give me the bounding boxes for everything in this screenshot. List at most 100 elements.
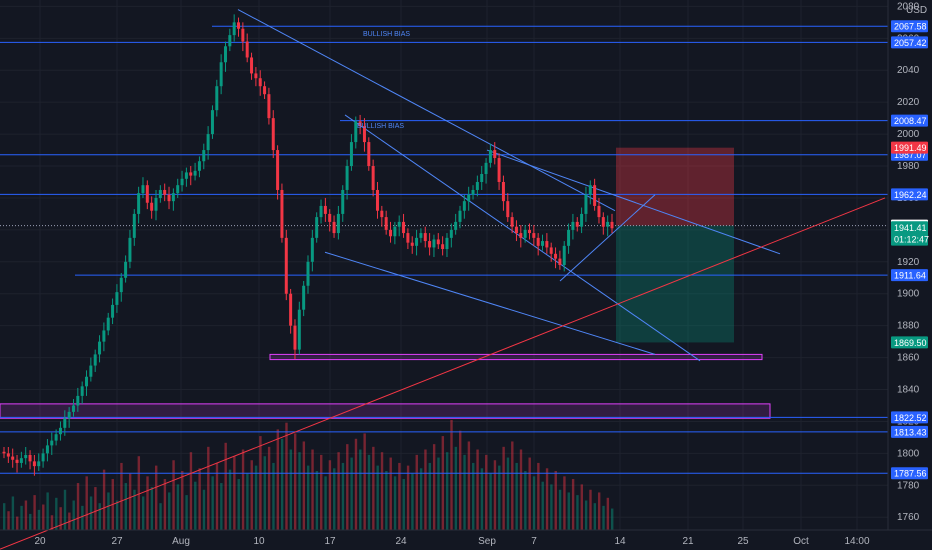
y-tick-label-10: 1880	[897, 321, 920, 332]
volume-bar-85	[372, 446, 375, 530]
candle-body-102	[445, 237, 449, 250]
time-axis[interactable]: 20 27 Aug 10 17 24 Sep 7 14 21 25 Oct 14:00	[0, 529, 932, 547]
volume-bar-65	[285, 422, 288, 530]
x-tick-label-10: 25	[737, 536, 749, 547]
volume-bar-82	[359, 449, 362, 530]
candle-body-123	[536, 237, 540, 246]
level-badge-0-bg	[891, 20, 928, 33]
price-badges: 2067.58 2057.42 2008.47 1987.07 1962.24 1911.…	[891, 20, 929, 480]
volume-bar-43	[189, 452, 193, 530]
x-tick-label-0: 20	[34, 536, 46, 547]
volume-bar-107	[467, 441, 471, 530]
candle-body-120	[523, 229, 527, 238]
horizontal-levels	[0, 25, 888, 474]
volume-bars	[3, 420, 614, 530]
candle-body-31	[137, 193, 141, 214]
level-badge-6-bg	[891, 411, 928, 424]
volume-bar-8	[37, 509, 41, 530]
candle-body-131	[571, 221, 575, 230]
candle-body-118	[514, 226, 518, 234]
volume-bar-52	[228, 469, 232, 530]
candle-body-140	[610, 221, 614, 229]
candle-body-49	[215, 86, 219, 111]
candle-body-124	[541, 241, 545, 246]
candle-body-138	[601, 217, 605, 227]
candle-body-136	[593, 185, 597, 206]
candle-body-80	[349, 142, 353, 167]
volume-bar-7	[33, 495, 36, 530]
volume-bar-19	[85, 476, 88, 530]
candle-body-9	[41, 453, 45, 462]
candle-body-114	[497, 158, 501, 182]
volume-bar-93	[406, 465, 410, 530]
x-tick-label-11: Oct	[793, 536, 809, 547]
volume-bar-17	[76, 483, 80, 530]
volume-bar-44	[194, 481, 197, 530]
volume-bar-139	[606, 497, 610, 530]
candle-body-39	[171, 193, 175, 202]
candle-body-57	[250, 57, 254, 74]
candle-body-62	[271, 118, 275, 151]
trendline-wedge-top	[344, 114, 701, 362]
candle-body-33	[145, 185, 149, 203]
volume-bar-49	[215, 462, 219, 530]
candle-body-30	[132, 213, 136, 238]
badge-stop-bg	[891, 141, 928, 154]
volume-bar-117	[511, 441, 514, 530]
currency-label: USD	[906, 5, 927, 16]
candle-body-135	[588, 185, 592, 195]
candle-body-100	[436, 239, 440, 245]
support-zone-lower	[0, 403, 771, 419]
volume-bar-48	[211, 476, 214, 530]
candle-body-56	[245, 41, 249, 58]
volume-bar-38	[168, 492, 171, 530]
take-profit-zone	[616, 225, 734, 343]
candle-body-53	[232, 22, 236, 36]
candle-body-129	[562, 245, 566, 265]
volume-bar-12	[55, 497, 58, 530]
y-tick-label-3: 2020	[897, 97, 920, 108]
volume-bar-24	[107, 492, 110, 530]
candle-body-52	[228, 35, 232, 47]
volume-bar-2	[11, 496, 15, 530]
candle-body-119	[519, 233, 523, 238]
candle-body-94	[410, 242, 414, 246]
y-tick-label-9: 1900	[897, 289, 920, 300]
candle-body-121	[527, 229, 531, 234]
volume-bar-96	[419, 468, 423, 530]
candle-body-68	[297, 309, 301, 350]
candle-body-113	[493, 150, 497, 159]
level-badge-4: 1962.24	[894, 190, 927, 200]
volume-bar-37	[163, 479, 167, 530]
candle-body-38	[167, 194, 171, 202]
volume-bar-101	[441, 436, 445, 530]
countdown-timer: 01:12:47	[894, 235, 929, 245]
volume-bar-91	[398, 462, 401, 530]
volume-bar-78	[341, 462, 345, 530]
candle-body-64	[280, 189, 284, 238]
volume-bar-39	[172, 460, 175, 530]
volume-bar-87	[380, 452, 384, 530]
volume-bar-47	[207, 446, 210, 530]
volume-bar-118	[515, 462, 518, 530]
candle-body-106	[462, 201, 466, 211]
candle-body-15	[67, 411, 71, 419]
candle-body-71	[310, 237, 314, 262]
candle-body-35	[154, 197, 158, 211]
volume-bar-69	[302, 441, 306, 530]
x-tick-label-4: 17	[324, 536, 336, 547]
candle-body-110	[480, 174, 484, 182]
volume-bar-114	[498, 465, 501, 530]
level-badge-7: 1813.43	[894, 427, 927, 437]
candle-body-19	[85, 376, 89, 387]
candle-body-101	[441, 244, 445, 250]
level-badge-7-bg	[891, 425, 928, 438]
badge-last-bg	[891, 221, 928, 246]
candle-body-72	[315, 217, 319, 238]
x-tick-label-6: Sep	[478, 536, 496, 547]
candle-body-95	[415, 237, 419, 246]
candle-body-75	[328, 213, 332, 222]
volume-bar-64	[280, 438, 284, 530]
